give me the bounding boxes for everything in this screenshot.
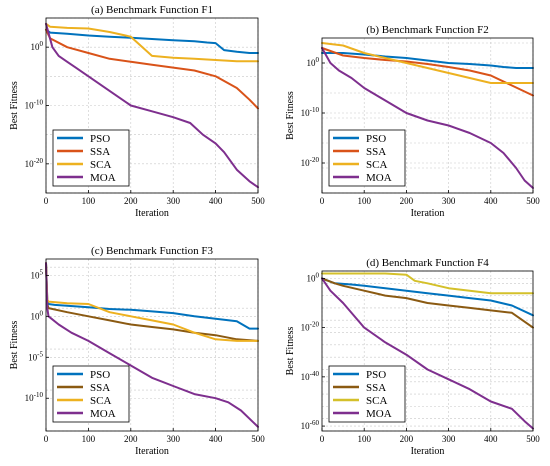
series-line-ssa	[45, 28, 259, 110]
x-tick-label: 400	[209, 434, 223, 444]
x-tick-label: 100	[357, 434, 371, 444]
y-axis-label: Best Fitness	[9, 81, 20, 130]
x-tick-label: 200	[124, 434, 138, 444]
series-line-ssa	[45, 262, 259, 342]
series-line-moa	[45, 22, 259, 189]
plot-frame	[45, 258, 259, 432]
y-tick-label: 10-20	[25, 157, 44, 169]
x-tick-label: 500	[526, 196, 540, 206]
chart-panel-3: 0 100 200 300 400 500 105 100 10-5 10-10 (c) Bench…	[9, 245, 265, 457]
chart-panel-4: 0 100 200 300 400 500 100 10-20 10-40 10-60 (d) Be…	[285, 257, 540, 457]
x-tick-label: 500	[526, 434, 540, 444]
x-tick-label: 0	[44, 196, 49, 206]
y-tick-label: 100	[307, 271, 320, 283]
chart-title: (c) Benchmark Function F3	[91, 245, 213, 257]
x-tick-label: 400	[484, 196, 498, 206]
x-tick-label: 0	[44, 434, 49, 444]
x-axis-label: Iteration	[411, 208, 445, 219]
plot-frame	[321, 270, 534, 432]
y-axis-label: Best Fitness	[285, 91, 296, 140]
legend-label: SCA	[366, 395, 387, 407]
legend-label: SSA	[90, 382, 110, 394]
legend-label: SCA	[90, 395, 111, 407]
legend-label: MOA	[366, 172, 392, 184]
x-tick-label: 100	[357, 196, 371, 206]
series-line-sca	[321, 42, 534, 84]
y-tick-label: 10-10	[25, 99, 44, 111]
x-axis-label: Iteration	[135, 208, 169, 219]
y-tick-label: 100	[307, 56, 320, 68]
legend-label: MOA	[90, 408, 116, 420]
x-tick-label: 200	[400, 434, 414, 444]
x-tick-label: 0	[320, 196, 325, 206]
series-line-sca	[45, 22, 259, 63]
series-line-moa	[45, 262, 259, 428]
y-tick-label: 100	[31, 309, 44, 321]
y-tick-label: 10-20	[301, 156, 320, 168]
series-line-ssa	[321, 277, 534, 329]
legend-label: PSO	[366, 369, 386, 381]
y-axis-label: Best Fitness	[9, 321, 20, 370]
x-tick-label: 300	[166, 196, 180, 206]
legend-label: SSA	[366, 382, 386, 394]
y-tick-label: 10-10	[301, 106, 320, 118]
chart-title: (a) Benchmark Function F1	[91, 4, 213, 16]
series-line-moa	[321, 277, 534, 430]
x-tick-label: 300	[442, 196, 456, 206]
legend-label: MOA	[366, 408, 392, 420]
plot-frame	[321, 37, 534, 194]
series-line-pso	[321, 52, 534, 69]
series-line-moa	[321, 47, 534, 189]
legend-label: SCA	[366, 159, 387, 171]
legend-label: PSO	[90, 133, 110, 145]
y-axis-label: Best Fitness	[285, 327, 296, 376]
x-tick-label: 300	[442, 434, 456, 444]
x-tick-label: 500	[251, 434, 265, 444]
x-tick-label: 200	[400, 196, 414, 206]
legend-label: MOA	[90, 172, 116, 184]
legend-label: SSA	[90, 146, 110, 158]
chart-title: (d) Benchmark Function F4	[366, 257, 489, 269]
series-line-sca	[321, 272, 534, 295]
series-line-pso	[45, 262, 259, 330]
x-tick-label: 400	[484, 434, 498, 444]
series-line-pso	[321, 277, 534, 317]
y-tick-label: 10-60	[301, 419, 320, 431]
y-tick-label: 10-20	[301, 321, 320, 333]
x-tick-label: 0	[320, 434, 325, 444]
legend-label: SCA	[90, 159, 111, 171]
y-tick-label: 10-10	[25, 391, 44, 403]
x-tick-label: 100	[82, 196, 96, 206]
legend-label: PSO	[366, 133, 386, 145]
series-line-pso	[45, 28, 259, 54]
x-tick-label: 200	[124, 196, 138, 206]
x-tick-label: 500	[251, 196, 265, 206]
legend-label: PSO	[90, 369, 110, 381]
chart-title: (b) Benchmark Function F2	[366, 24, 489, 36]
x-axis-label: Iteration	[411, 446, 445, 457]
y-tick-label: 100	[31, 40, 44, 52]
x-tick-label: 300	[166, 434, 180, 444]
series-line-sca	[45, 262, 259, 342]
y-tick-label: 10-40	[301, 370, 320, 382]
y-tick-label: 10-5	[28, 350, 43, 362]
series-line-ssa	[321, 47, 534, 97]
x-tick-label: 100	[82, 434, 96, 444]
x-tick-label: 400	[209, 196, 223, 206]
chart-panel-1: 0 100 200 300 400 500 100 10-10 10-20 (a) Benchma…	[9, 4, 265, 219]
legend-label: SSA	[366, 146, 386, 158]
y-tick-label: 105	[31, 268, 44, 280]
chart-panel-2: 0 100 200 300 400 500 100 10-10 10-20 (b) Benchma…	[285, 24, 540, 219]
x-axis-label: Iteration	[135, 446, 169, 457]
